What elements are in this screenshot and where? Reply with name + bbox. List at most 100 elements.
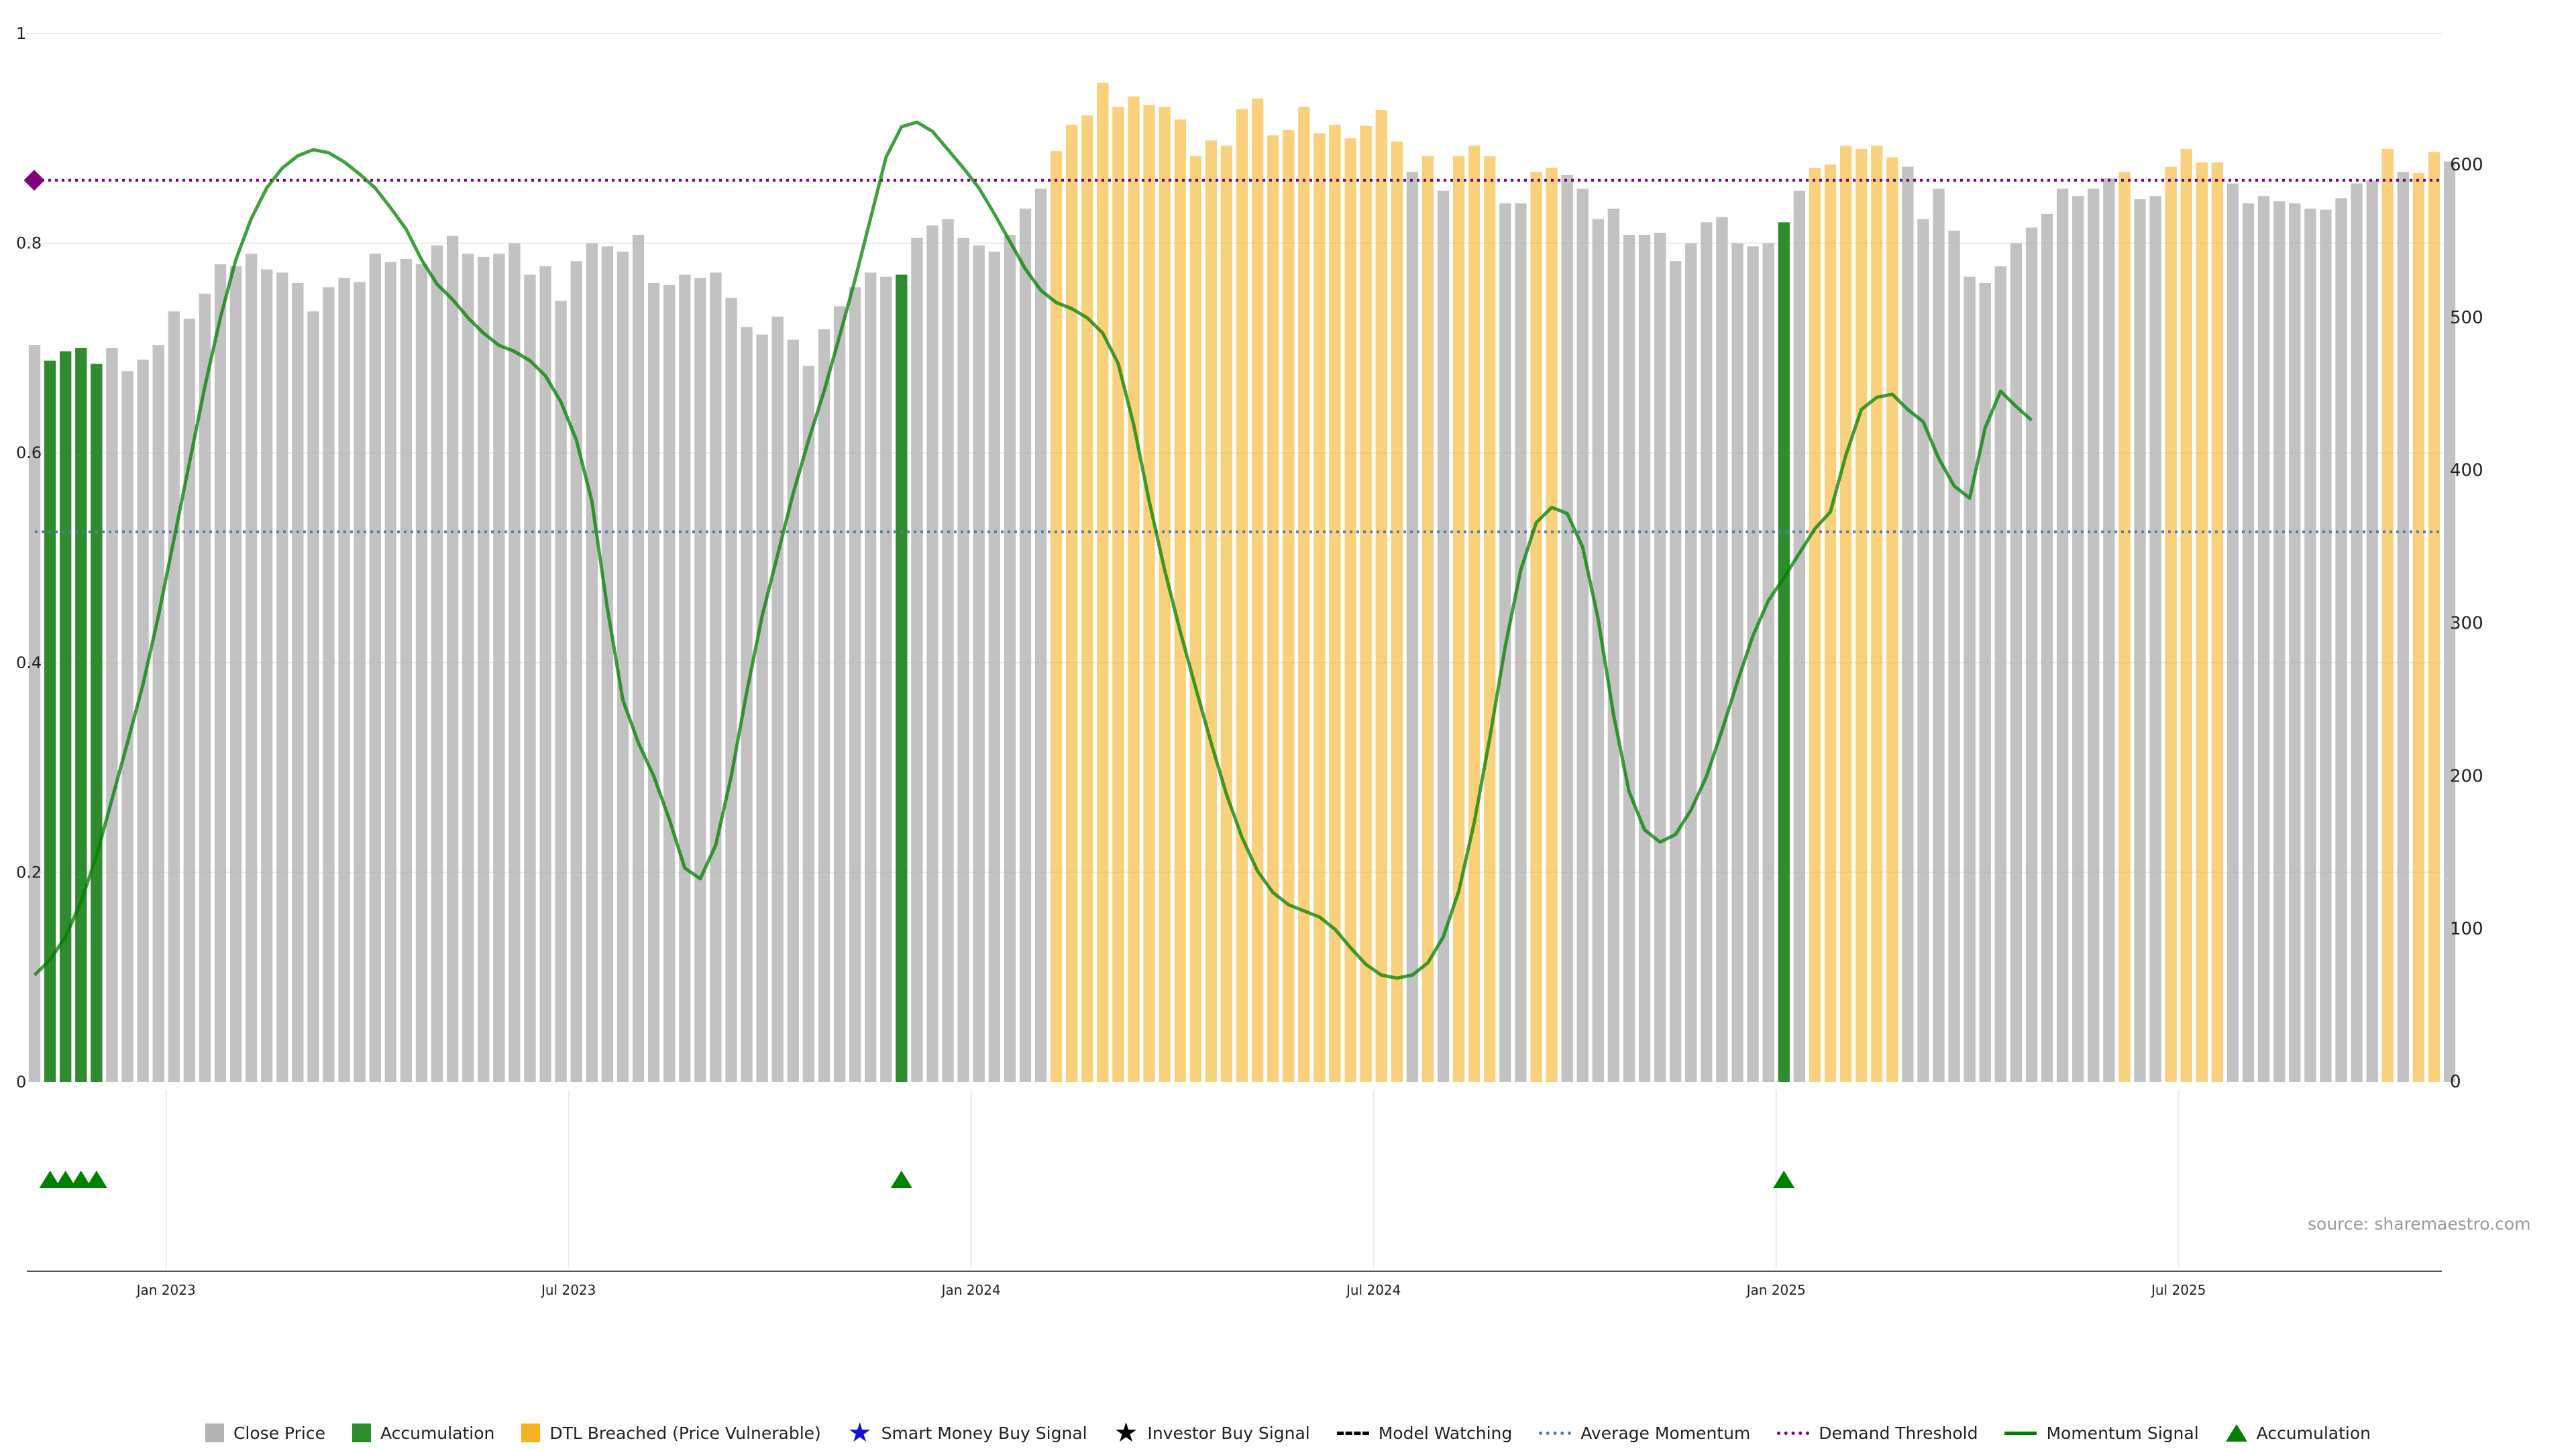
y-left-tick-label: 0.4 <box>16 653 42 672</box>
dtl-breached-bar <box>1081 115 1093 1082</box>
close-price-bar <box>2041 213 2053 1083</box>
dtl-breached-bar <box>1236 109 1248 1082</box>
accumulation-marker <box>70 1171 92 1188</box>
close-price-bar <box>446 235 459 1083</box>
legend-item: Model Watching <box>1336 1423 1513 1443</box>
close-price-bar <box>988 252 1000 1082</box>
close-price-bar <box>926 225 938 1082</box>
legend-label: Model Watching <box>1378 1423 1513 1443</box>
close-price-bar <box>307 311 319 1082</box>
close-price-bar <box>1731 243 1743 1083</box>
close-price-bar <box>1607 209 1620 1082</box>
dtl-breached-bar <box>1360 125 1372 1083</box>
close-price-bar <box>1515 203 1527 1082</box>
dtl-breached-bar <box>1871 146 1883 1083</box>
dtl-breached-bar <box>1066 124 1078 1083</box>
close-price-bar <box>199 293 211 1082</box>
close-price-bar <box>741 327 753 1082</box>
demand-threshold-diamond <box>23 170 45 191</box>
x-tick-label: Jul 2023 <box>540 1282 596 1298</box>
lines-layer <box>23 120 2442 980</box>
y-right-tick-label: 400 <box>2450 461 2483 481</box>
dtl-breached-bar <box>1484 156 1496 1083</box>
star-icon: ★ <box>847 1417 872 1448</box>
dtl-breached-bar <box>1050 151 1063 1082</box>
close-price-bar <box>400 259 413 1082</box>
dtl-breached-bar <box>1298 107 1310 1082</box>
dtl-breached-bar <box>1452 156 1465 1083</box>
dtl-breached-bar <box>2412 172 2425 1082</box>
accumulation-marker <box>890 1171 912 1188</box>
close-price-bar <box>1034 189 1047 1083</box>
close-price-bar <box>1623 235 1635 1083</box>
dtl-breached-bar <box>1128 96 1140 1082</box>
dtl-breached-bar <box>1468 146 1481 1083</box>
momentum-signal-line <box>33 120 2033 980</box>
dtl-breached-bar <box>1329 124 1341 1083</box>
close-price-bar <box>121 371 133 1082</box>
close-price-bar <box>431 245 443 1082</box>
x-tick-label: Jul 2024 <box>1345 1282 1401 1298</box>
close-price-bar <box>1979 282 1991 1082</box>
legend-label: Average Momentum <box>1580 1423 1751 1443</box>
legend-item: ★ Investor Buy Signal <box>1114 1419 1310 1446</box>
close-price-bar <box>137 360 149 1082</box>
dtl-breached-bar <box>1313 133 1326 1083</box>
legend-label: Close Price <box>233 1423 326 1443</box>
close-price-bar <box>2366 180 2378 1082</box>
legend: Close Price Accumulation DTL Breached (Pri… <box>0 1417 2576 1449</box>
close-price-bar <box>942 219 954 1082</box>
close-price-bar <box>1747 246 1759 1082</box>
dtl-breached-bar <box>2211 162 2224 1082</box>
legend-label: Momentum Signal <box>2046 1423 2199 1443</box>
close-price-bar <box>725 297 737 1083</box>
close-price-bar <box>2443 161 2456 1082</box>
close-price-bar <box>787 339 799 1082</box>
accumulation-bar <box>44 360 56 1082</box>
close-price-bar <box>214 264 227 1082</box>
y-left-tick-label: 1 <box>16 24 26 43</box>
y-left-tick-label: 0.2 <box>16 863 42 881</box>
accumulation-bar <box>60 351 72 1082</box>
dtl-breached-bar <box>1546 168 1558 1083</box>
legend-line-swatch <box>1336 1431 1369 1435</box>
close-price-bar <box>2025 227 2038 1082</box>
close-price-bar <box>2010 243 2023 1083</box>
legend-line-swatch <box>2004 1431 2037 1435</box>
close-price-bar <box>1994 266 2006 1083</box>
close-price-bar <box>106 347 118 1082</box>
accumulation-bar <box>91 364 103 1082</box>
close-price-bar <box>632 235 645 1083</box>
close-price-bar <box>1638 235 1651 1083</box>
dtl-breached-bar <box>2428 152 2440 1082</box>
close-price-bar <box>1437 191 1450 1083</box>
dtl-breached-bar <box>1839 146 1852 1083</box>
close-price-bar <box>1561 175 1573 1082</box>
close-price-bar <box>1592 219 1604 1082</box>
dtl-breached-bar <box>2381 148 2394 1083</box>
close-price-bar <box>1917 219 1929 1082</box>
legend-label: Accumulation <box>2256 1423 2371 1443</box>
accumulation-bar <box>75 347 87 1082</box>
close-price-bar <box>2397 172 2409 1082</box>
close-price-bar <box>911 237 923 1082</box>
dtl-breached-bar <box>1886 157 1898 1083</box>
close-price-bar <box>245 254 258 1083</box>
close-price-bar <box>1701 222 1713 1083</box>
dtl-breached-bar <box>1421 156 1434 1083</box>
dtl-breached-bar <box>1112 107 1124 1082</box>
close-price-bar <box>2289 203 2301 1082</box>
close-price-bar <box>647 282 660 1082</box>
dtl-breached-bar <box>1283 129 1295 1082</box>
x-tick-label: Jan 2025 <box>1746 1282 1806 1298</box>
close-price-bar <box>880 276 892 1083</box>
close-price-bar <box>865 272 877 1082</box>
close-price-bar <box>1948 230 1960 1082</box>
close-price-bar <box>1933 189 1945 1083</box>
x-tick-label: Jul 2025 <box>2150 1282 2206 1298</box>
close-price-bar <box>818 329 830 1082</box>
dtl-breached-bar <box>1375 110 1387 1082</box>
dtl-breached-bar <box>1344 138 1356 1082</box>
close-price-bar <box>2088 189 2100 1083</box>
close-price-bar <box>338 278 350 1083</box>
